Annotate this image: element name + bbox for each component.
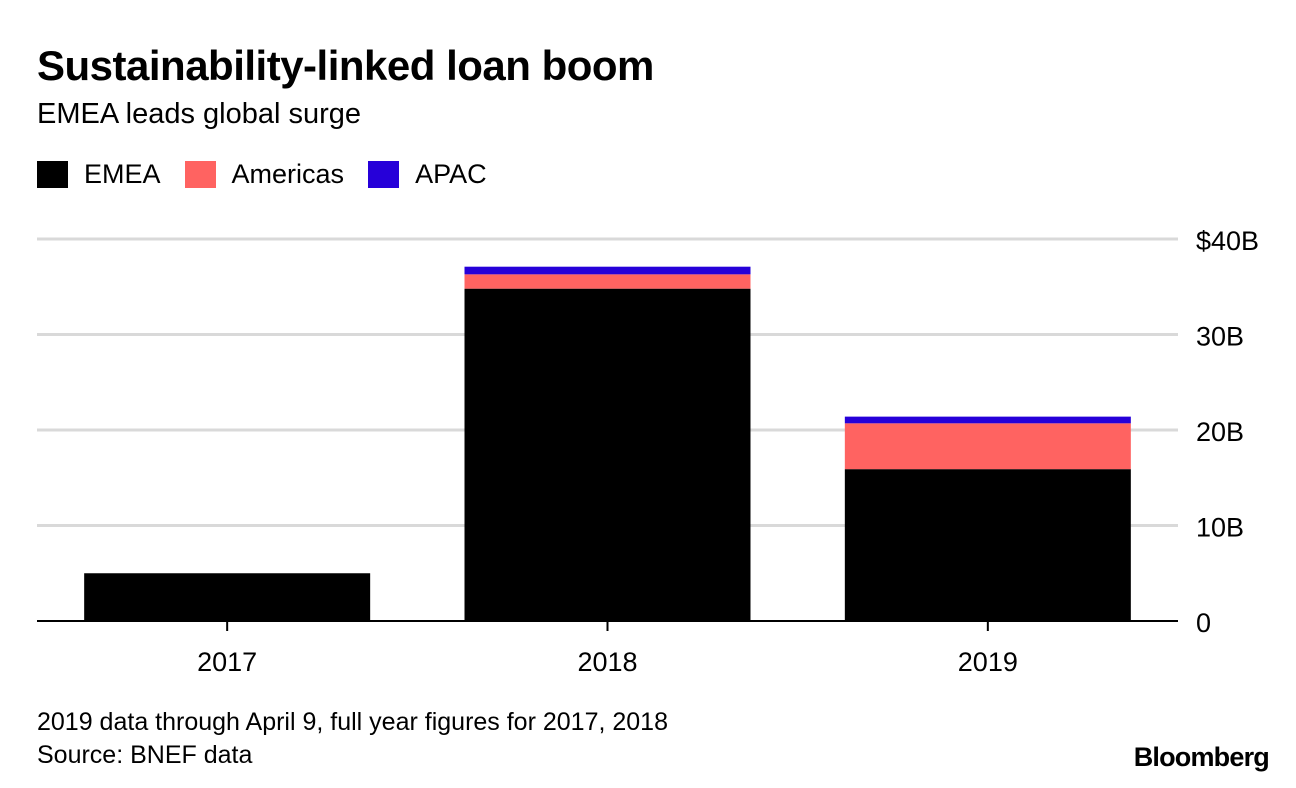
bar-emea-2017: [84, 573, 371, 621]
legend-item-apac: APAC: [368, 156, 487, 192]
bloomberg-logo: Bloomberg: [1133, 742, 1270, 772]
y-tick-label: $40B: [1196, 226, 1259, 256]
chart-title: Sustainability-linked loan boom: [37, 42, 654, 89]
bar-apac-2019: [844, 416, 1131, 424]
x-tick-label: 2017: [197, 647, 257, 677]
legend-swatch-emea: [37, 160, 68, 188]
y-tick-label: 10B: [1196, 513, 1244, 543]
x-tick-label: 2018: [577, 647, 637, 677]
y-tick-label: 0: [1196, 608, 1211, 638]
chart-subtitle: EMEA leads global surge: [37, 98, 362, 130]
x-tick-label: 2019: [958, 647, 1018, 677]
legend-swatch-americas: [184, 160, 216, 188]
bar-apac-2018: [464, 266, 751, 275]
bar-emea-2019: [844, 469, 1131, 621]
legend-label-emea: EMEA: [84, 159, 161, 189]
source-note: Source: BNEF data: [37, 741, 253, 769]
bar-americas-2019: [844, 423, 1131, 470]
bar-americas-2018: [464, 274, 751, 289]
footnote: 2019 data through April 9, full year fig…: [37, 708, 668, 736]
legend-item-emea: EMEA: [37, 156, 161, 192]
bar-emea-2018: [464, 288, 751, 621]
legend-label-apac: APAC: [415, 159, 487, 189]
legend-swatch-apac: [368, 160, 400, 188]
y-tick-label: 20B: [1196, 417, 1244, 447]
legend: EMEA Americas APAC: [37, 156, 511, 192]
y-tick-label: 30B: [1196, 322, 1244, 352]
legend-item-americas: Americas: [184, 156, 345, 192]
legend-label-americas: Americas: [231, 159, 345, 189]
